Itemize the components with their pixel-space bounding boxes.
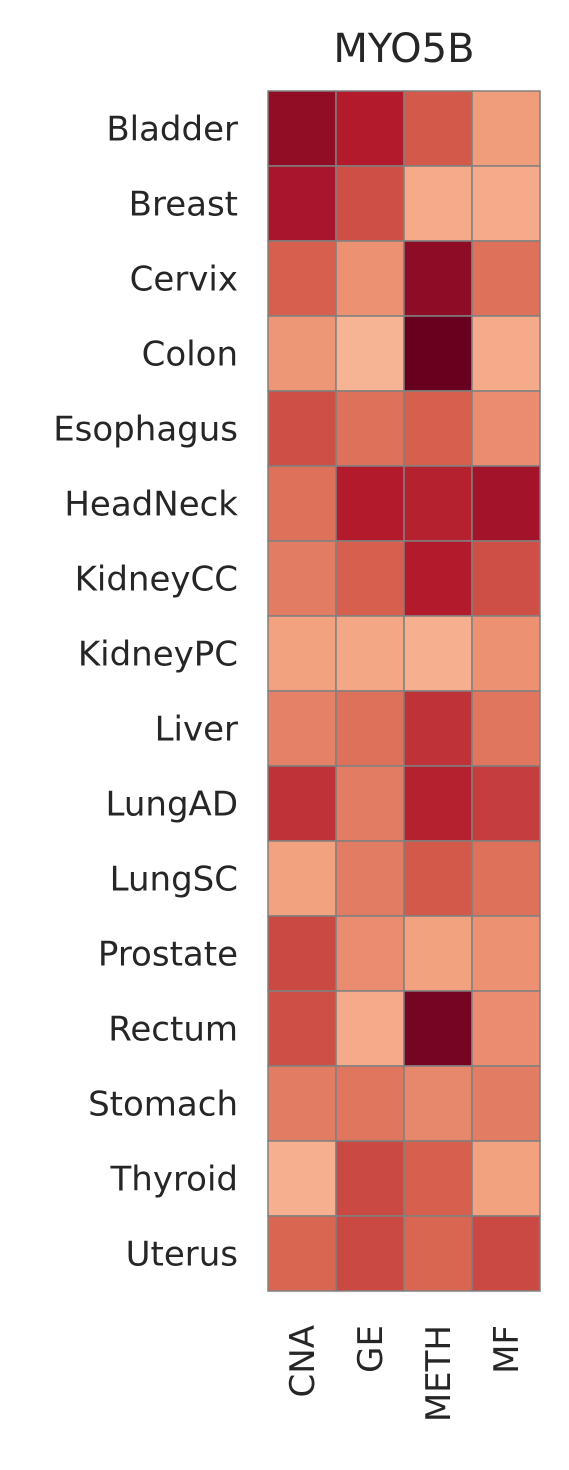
heatmap-cell-cervix-cna xyxy=(267,240,337,317)
heatmap-cell-lungad-ge xyxy=(335,765,405,842)
column-label-ge: GE xyxy=(351,1325,391,1373)
heatmap-cell-rectum-cna xyxy=(267,990,337,1067)
heatmap-cell-uterus-mf xyxy=(471,1215,541,1292)
heatmap-cell-liver-cna xyxy=(267,690,337,767)
heatmap-cell-headneck-ge xyxy=(335,465,405,542)
heatmap-cell-lungsc-cna xyxy=(267,840,337,917)
row-label-lungad: LungAD xyxy=(106,785,238,825)
heatmap-cell-bladder-cna xyxy=(267,90,337,167)
heatmap-cell-esophagus-cna xyxy=(267,390,337,467)
heatmap-cell-uterus-ge xyxy=(335,1215,405,1292)
row-label-breast: Breast xyxy=(129,185,238,225)
row-label-lungsc: LungSC xyxy=(110,860,238,900)
heatmap-cell-cervix-mf xyxy=(471,240,541,317)
heatmap-cell-lungsc-ge xyxy=(335,840,405,917)
row-label-esophagus: Esophagus xyxy=(53,410,238,450)
heatmap-cell-bladder-mf xyxy=(471,90,541,167)
heatmap-cell-breast-meth xyxy=(403,165,473,242)
heatmap-cell-breast-ge xyxy=(335,165,405,242)
heatmap-cell-thyroid-ge xyxy=(335,1140,405,1217)
heatmap-cell-liver-meth xyxy=(403,690,473,767)
column-label-meth: METH xyxy=(419,1325,459,1422)
heatmap-cell-colon-meth xyxy=(403,315,473,392)
row-label-kidneycc: KidneyCC xyxy=(75,560,238,600)
heatmap-cell-headneck-cna xyxy=(267,465,337,542)
heatmap-cell-breast-cna xyxy=(267,165,337,242)
heatmap-cell-cervix-meth xyxy=(403,240,473,317)
heatmap-cell-colon-ge xyxy=(335,315,405,392)
row-label-bladder: Bladder xyxy=(106,110,238,150)
heatmap-cell-kidneycc-cna xyxy=(267,540,337,617)
heatmap-cell-stomach-ge xyxy=(335,1065,405,1142)
row-label-prostate: Prostate xyxy=(98,935,238,975)
heatmap-cell-prostate-ge xyxy=(335,915,405,992)
heatmap-cell-colon-mf xyxy=(471,315,541,392)
heatmap-cell-kidneypc-meth xyxy=(403,615,473,692)
column-label-cna: CNA xyxy=(283,1325,323,1397)
row-label-rectum: Rectum xyxy=(108,1010,238,1050)
column-label-mf: MF xyxy=(487,1325,527,1374)
heatmap-cell-rectum-mf xyxy=(471,990,541,1067)
heatmap-cell-stomach-meth xyxy=(403,1065,473,1142)
heatmap-cell-uterus-cna xyxy=(267,1215,337,1292)
heatmap-cell-thyroid-meth xyxy=(403,1140,473,1217)
row-label-cervix: Cervix xyxy=(130,260,238,300)
heatmap-cell-prostate-mf xyxy=(471,915,541,992)
row-label-stomach: Stomach xyxy=(88,1085,238,1125)
heatmap-cell-esophagus-mf xyxy=(471,390,541,467)
heatmap-cell-esophagus-meth xyxy=(403,390,473,467)
heatmap-cell-rectum-meth xyxy=(403,990,473,1067)
heatmap-cell-lungad-mf xyxy=(471,765,541,842)
row-label-colon: Colon xyxy=(142,335,238,375)
heatmap-cell-rectum-ge xyxy=(335,990,405,1067)
heatmap-cell-headneck-meth xyxy=(403,465,473,542)
heatmap-cell-lungsc-meth xyxy=(403,840,473,917)
column-labels: CNA GE METH MF xyxy=(283,1325,527,1422)
row-label-uterus: Uterus xyxy=(126,1235,238,1275)
row-label-kidneypc: KidneyPC xyxy=(78,635,238,675)
heatmap-cell-bladder-meth xyxy=(403,90,473,167)
heatmap-cell-lungad-cna xyxy=(267,765,337,842)
chart-title: MYO5B xyxy=(333,26,474,72)
heatmap-cell-stomach-cna xyxy=(267,1065,337,1142)
heatmap-cell-kidneypc-ge xyxy=(335,615,405,692)
heatmap-cell-lungsc-mf xyxy=(471,840,541,917)
heatmap-cell-bladder-ge xyxy=(335,90,405,167)
heatmap-cell-liver-ge xyxy=(335,690,405,767)
heatmap-cell-kidneycc-ge xyxy=(335,540,405,617)
heatmap-cell-thyroid-cna xyxy=(267,1140,337,1217)
heatmap-cell-uterus-meth xyxy=(403,1215,473,1292)
heatmap-cell-esophagus-ge xyxy=(335,390,405,467)
heatmap-cell-lungad-meth xyxy=(403,765,473,842)
row-label-headneck: HeadNeck xyxy=(64,485,238,525)
row-labels: Bladder Breast Cervix Colon Esophagus HeadNec… xyxy=(53,110,238,1275)
heatmap-cell-kidneypc-cna xyxy=(267,615,337,692)
heatmap-cell-colon-cna xyxy=(267,315,337,392)
heatmap-cell-headneck-mf xyxy=(471,465,541,542)
heatmap-cell-stomach-mf xyxy=(471,1065,541,1142)
heatmap-cell-prostate-cna xyxy=(267,915,337,992)
heatmap-cell-kidneypc-mf xyxy=(471,615,541,692)
heatmap-cell-thyroid-mf xyxy=(471,1140,541,1217)
heatmap-cell-kidneycc-meth xyxy=(403,540,473,617)
heatmap-cell-kidneycc-mf xyxy=(471,540,541,617)
row-label-thyroid: Thyroid xyxy=(110,1160,239,1200)
row-label-liver: Liver xyxy=(155,710,238,750)
heatmap-cell-cervix-ge xyxy=(335,240,405,317)
heatmap-cell-liver-mf xyxy=(471,690,541,767)
heatmap-cell-breast-mf xyxy=(471,165,541,242)
heatmap-cells xyxy=(267,90,541,1292)
heatmap-cell-prostate-meth xyxy=(403,915,473,992)
